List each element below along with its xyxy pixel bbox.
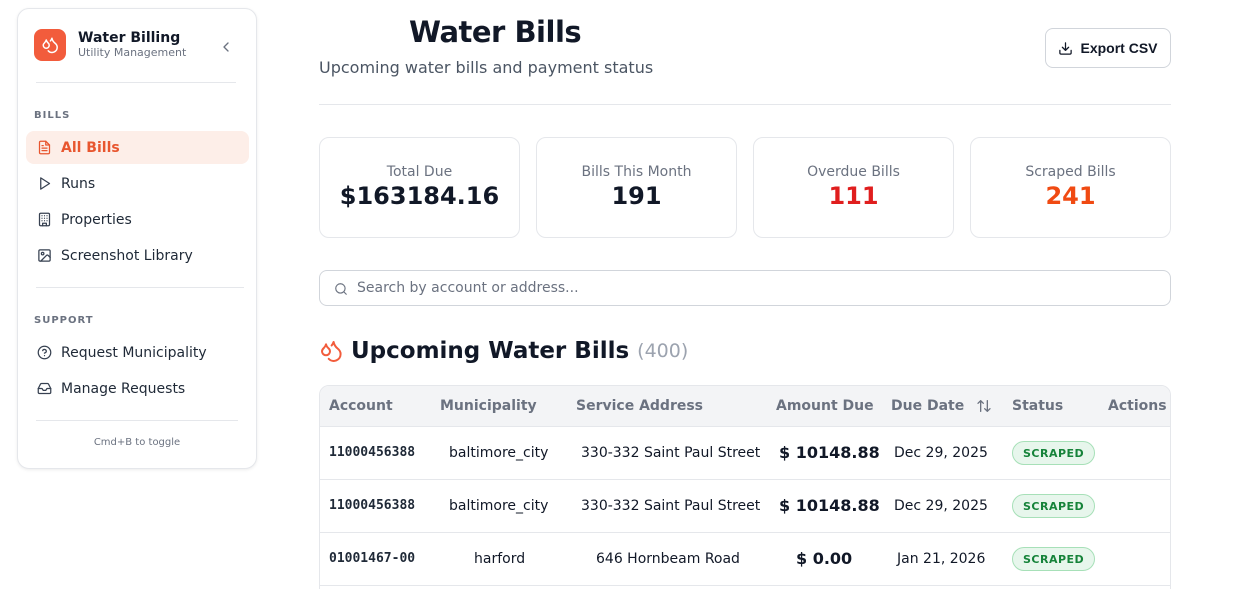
stat-card-bills-this-month: Bills This Month 191 <box>536 137 737 238</box>
sidebar-divider <box>36 82 236 83</box>
cell-account: 11000456388 <box>329 498 416 513</box>
cell-amount: $ 10148.88 <box>779 443 880 462</box>
sidebar-item-label: Properties <box>61 211 132 228</box>
sidebar-item-label: Screenshot Library <box>61 247 193 264</box>
column-header-service-address[interactable]: Service Address <box>576 398 704 414</box>
column-header-label: Due Date <box>891 398 965 414</box>
column-header-amount-due[interactable]: Amount Due <box>776 398 874 414</box>
export-csv-label: Export CSV <box>1080 40 1158 56</box>
status-badge: SCRAPED <box>1012 547 1096 571</box>
cell-account: 01001467-00 <box>329 551 416 566</box>
cell-municipality: baltimore_city <box>449 445 549 461</box>
water-drop-icon <box>319 338 343 364</box>
section-count: (400) <box>637 340 689 362</box>
sidebar-item-label: Request Municipality <box>61 344 207 361</box>
image-icon <box>36 248 52 264</box>
sidebar-item-properties[interactable]: Properties <box>26 203 249 236</box>
brand[interactable]: Water Billing Utility Management <box>34 29 186 61</box>
sidebar-item-runs[interactable]: Runs <box>26 167 249 200</box>
stat-label: Scraped Bills <box>1025 164 1116 180</box>
cell-due-date: Jan 21, 2026 <box>897 551 986 567</box>
bills-table: Account Municipality Service Address Amo… <box>319 385 1171 589</box>
bills-section-heading: Upcoming Water Bills (400) <box>319 338 688 364</box>
stat-label: Total Due <box>386 164 453 180</box>
brand-title: Water Billing <box>78 30 181 46</box>
building-icon <box>36 212 52 228</box>
cell-address: 646 Hornbeam Road <box>596 551 740 567</box>
cell-address: 330-332 Saint Paul Street <box>581 445 761 461</box>
stat-label: Bills This Month <box>581 164 692 180</box>
cell-municipality: harford <box>474 551 526 567</box>
section-title: Upcoming Water Bills <box>351 338 630 364</box>
toggle-hint: Cmd+B to toggle <box>93 437 181 448</box>
help-circle-icon <box>36 345 52 361</box>
file-text-icon <box>36 140 52 156</box>
cell-address: 330-332 Saint Paul Street <box>581 498 761 514</box>
stat-card-overdue-bills: Overdue Bills 111 <box>753 137 954 238</box>
sort-arrows-icon[interactable] <box>976 398 992 414</box>
sidebar-item-label: Runs <box>61 175 96 192</box>
section-label-bills: BILLS <box>34 110 71 121</box>
cell-amount: $ 0.00 <box>796 549 853 568</box>
export-csv-button[interactable]: Export CSV <box>1045 28 1171 68</box>
stat-value: 241 <box>1045 182 1096 210</box>
inbox-icon <box>36 381 52 397</box>
sidebar-item-screenshot-library[interactable]: Screenshot Library <box>26 239 249 272</box>
sidebar-item-manage-requests[interactable]: Manage Requests <box>26 372 249 405</box>
column-header-municipality[interactable]: Municipality <box>440 398 537 414</box>
sidebar-item-all-bills[interactable]: All Bills <box>26 131 249 164</box>
search-icon <box>334 281 348 295</box>
column-header-status[interactable]: Status <box>1012 398 1064 414</box>
page-title: Water Bills <box>409 15 582 49</box>
sidebar-divider <box>36 420 238 421</box>
column-header-account[interactable]: Account <box>329 398 393 414</box>
sidebar: Water Billing Utility Management BILLS A… <box>17 8 257 469</box>
stat-label: Overdue Bills <box>807 164 900 180</box>
stat-card-scraped-bills: Scraped Bills 241 <box>970 137 1171 238</box>
cell-due-date: Dec 29, 2025 <box>894 445 988 461</box>
header-divider <box>319 104 1171 105</box>
stat-value: $163184.16 <box>339 182 500 210</box>
table-row[interactable]: 01001467-00 harford 646 Hornbeam Road $ … <box>320 533 1170 586</box>
column-header-actions: Actions <box>1108 398 1167 414</box>
table-header: Account Municipality Service Address Amo… <box>320 386 1170 427</box>
status-badge: SCRAPED <box>1012 441 1096 465</box>
cell-municipality: baltimore_city <box>449 498 549 514</box>
play-icon <box>36 176 52 192</box>
search-bar <box>319 270 1171 306</box>
status-badge: SCRAPED <box>1012 494 1096 518</box>
table-row[interactable]: 11000456388 baltimore_city 330-332 Saint… <box>320 427 1170 480</box>
sidebar-item-label: All Bills <box>61 139 120 156</box>
stat-value: 111 <box>828 182 879 210</box>
stat-card-total-due: Total Due $163184.16 <box>319 137 520 238</box>
cell-amount: $ 10148.88 <box>779 496 880 515</box>
water-drop-logo-icon <box>34 29 66 61</box>
brand-subtitle: Utility Management <box>78 46 187 59</box>
column-header-due-date[interactable]: Due Date <box>891 398 992 414</box>
sidebar-item-label: Manage Requests <box>61 380 186 397</box>
sidebar-divider <box>36 287 244 288</box>
chevron-left-icon[interactable] <box>218 39 234 55</box>
cell-account: 11000456388 <box>329 445 416 460</box>
sidebar-item-request-municipality[interactable]: Request Municipality <box>26 336 249 369</box>
page-subtitle: Upcoming water bills and payment status <box>319 58 654 77</box>
search-input[interactable] <box>357 280 1137 296</box>
section-label-support: SUPPORT <box>34 315 94 326</box>
download-icon <box>1058 41 1073 56</box>
cell-due-date: Dec 29, 2025 <box>894 498 988 514</box>
stat-value: 191 <box>611 182 662 210</box>
table-row[interactable]: 11000456388 baltimore_city 330-332 Saint… <box>320 480 1170 533</box>
